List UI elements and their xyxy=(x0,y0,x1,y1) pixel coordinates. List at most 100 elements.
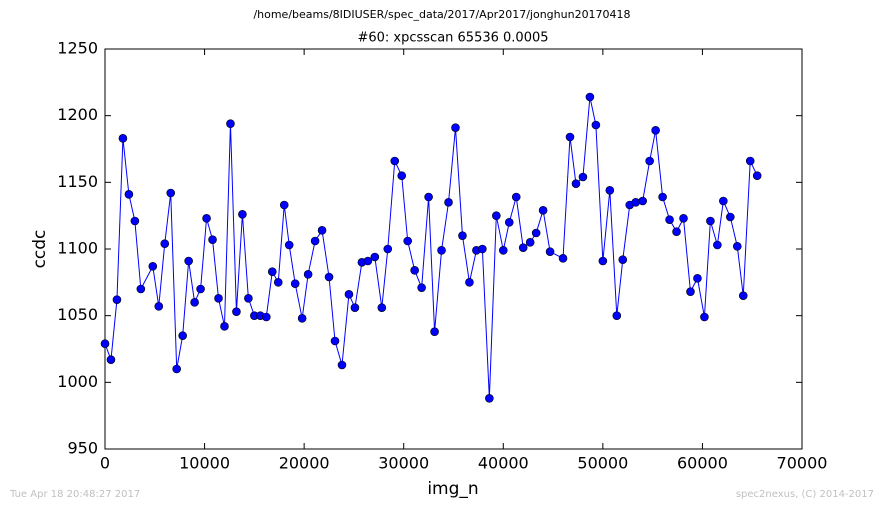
data-point xyxy=(390,156,400,166)
data-point xyxy=(226,119,235,128)
x-tick-label: 60000 xyxy=(677,454,728,473)
data-point xyxy=(310,236,320,246)
data-point xyxy=(112,295,122,304)
y-axis-label: ccdc xyxy=(30,230,50,269)
data-point xyxy=(324,272,334,282)
data-point xyxy=(531,228,541,238)
data-point xyxy=(106,355,116,364)
data-point xyxy=(238,210,247,219)
data-point xyxy=(330,336,340,346)
data-point xyxy=(558,254,568,263)
data-point xyxy=(190,298,199,307)
data-point xyxy=(618,255,628,264)
suptitle: /home/beams/8IDIUSER/spec_data/2017/Apr2… xyxy=(253,8,630,21)
data-point xyxy=(344,290,354,299)
data-point xyxy=(244,294,253,303)
data-point xyxy=(424,192,433,202)
data-point xyxy=(444,198,453,207)
data-point xyxy=(485,394,494,403)
plot-frame xyxy=(104,48,803,450)
data-point xyxy=(672,227,681,236)
data-point xyxy=(638,196,647,206)
data-point xyxy=(220,322,229,331)
data-point xyxy=(538,206,548,215)
data-point xyxy=(397,171,407,180)
data-point xyxy=(605,186,615,195)
data-point xyxy=(232,307,241,316)
y-tick-label: 950 xyxy=(67,439,98,458)
data-point xyxy=(738,291,748,300)
data-point xyxy=(208,235,217,244)
y-tick-label: 1000 xyxy=(57,372,98,391)
x-tick-label: 0 xyxy=(100,454,110,473)
data-point xyxy=(154,302,164,311)
x-tick-label: 10000 xyxy=(179,454,230,473)
data-point xyxy=(700,312,709,322)
data-point xyxy=(290,279,300,288)
data-point xyxy=(571,179,581,188)
data-point xyxy=(645,156,654,166)
data-point xyxy=(492,211,501,220)
data-point xyxy=(585,92,595,102)
data-point xyxy=(214,294,223,303)
data-point xyxy=(136,284,146,294)
data-point xyxy=(706,216,715,226)
data-point xyxy=(578,172,588,182)
data-point xyxy=(172,364,181,374)
data-point xyxy=(317,226,327,235)
x-tick-label: 70000 xyxy=(777,454,828,473)
data-point xyxy=(598,256,608,266)
x-tick-label: 40000 xyxy=(478,454,529,473)
data-point xyxy=(124,190,134,199)
data-point xyxy=(130,216,140,226)
data-point xyxy=(350,303,360,312)
data-point xyxy=(658,192,667,202)
data-point xyxy=(202,214,211,223)
data-point xyxy=(284,240,294,250)
data-point xyxy=(363,256,373,266)
data-point xyxy=(437,246,446,255)
y-tick-label: 1150 xyxy=(57,172,98,191)
data-line xyxy=(104,96,758,399)
data-point xyxy=(273,278,283,287)
data-point xyxy=(377,303,387,312)
x-tick-label: 30000 xyxy=(378,454,429,473)
data-point xyxy=(451,123,460,132)
data-point xyxy=(279,200,289,210)
data-point xyxy=(417,283,426,292)
data-point xyxy=(686,287,695,296)
y-tick-label: 1200 xyxy=(57,105,98,124)
data-point xyxy=(458,231,467,240)
data-point xyxy=(262,312,271,322)
data-point xyxy=(726,212,735,222)
data-point xyxy=(403,236,412,246)
x-axis-label: img_n xyxy=(427,479,478,499)
data-point xyxy=(383,244,393,254)
data-point xyxy=(752,171,762,180)
data-point xyxy=(160,239,170,248)
data-point xyxy=(679,214,688,223)
data-point xyxy=(370,252,380,262)
data-point xyxy=(511,192,521,202)
data-point xyxy=(518,243,528,252)
data-point xyxy=(196,284,205,294)
data-point xyxy=(565,132,575,142)
x-tick-label: 20000 xyxy=(279,454,330,473)
data-point xyxy=(148,262,158,271)
data-point xyxy=(525,238,535,247)
data-point xyxy=(651,126,660,135)
data-point xyxy=(267,267,277,276)
data-point xyxy=(719,196,728,206)
data-point xyxy=(612,311,622,320)
data-point xyxy=(665,215,674,224)
data-point xyxy=(713,240,722,250)
y-tick-label: 1250 xyxy=(57,39,98,58)
data-point xyxy=(504,218,514,227)
x-tick-label: 50000 xyxy=(577,454,628,473)
data-point xyxy=(591,120,601,130)
footer-left: Tue Apr 18 20:48:27 2017 xyxy=(9,489,140,500)
data-point xyxy=(166,188,176,198)
data-point xyxy=(465,278,474,287)
data-point xyxy=(498,246,508,255)
